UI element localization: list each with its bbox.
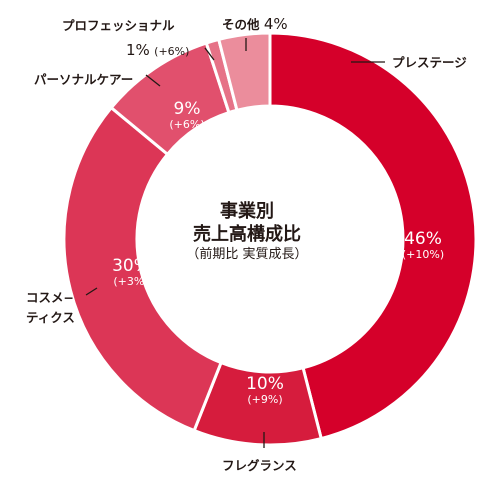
other-value: 4% xyxy=(263,15,288,33)
slice-value: 46% xyxy=(404,229,442,249)
label-cosmetics-line1: コスメ− xyxy=(26,290,74,305)
leader-professional xyxy=(204,47,215,61)
label-professional-name: プロフェッショナル xyxy=(62,18,175,33)
leader-cosmetics xyxy=(85,287,98,296)
slice-change: (+9%) xyxy=(247,393,283,406)
professional-value: 1% xyxy=(126,41,150,59)
slice-change: (+6%) xyxy=(169,118,205,131)
value-label-personal: 9% (+6%) xyxy=(152,100,222,131)
value-label-prestige: 46% (+10%) xyxy=(388,230,458,261)
leader-lines xyxy=(85,38,385,448)
label-fragrance: フレグランス xyxy=(222,458,297,473)
slice-prestige xyxy=(268,31,478,441)
label-professional-values: 1% (+6%) xyxy=(62,38,189,64)
slice-other xyxy=(216,31,272,113)
value-label-fragrance: 10% (+9%) xyxy=(230,375,300,406)
center-title-line1: 事業別 xyxy=(220,201,274,222)
label-personal: パーソナルケアー xyxy=(34,72,134,87)
label-cosmetics: コスメ− ティクス xyxy=(26,288,75,328)
center-title: 事業別 売上高構成比 （前期比 実質成長） xyxy=(172,200,322,264)
value-label-cosmetics: 30% (+3%) xyxy=(96,257,166,288)
slice-value: 9% xyxy=(173,99,201,119)
slice-value: 10% xyxy=(246,374,284,394)
label-cosmetics-line2: ティクス xyxy=(26,310,75,325)
donut-slices xyxy=(62,31,478,447)
slice-change: (+10%) xyxy=(401,248,445,261)
leader-personal xyxy=(145,74,161,87)
slice-value: 30% xyxy=(112,256,150,276)
label-other: その他 4% xyxy=(222,14,288,33)
slice-cosmetics xyxy=(62,105,223,433)
center-subtitle: （前期比 実質成長） xyxy=(186,247,308,262)
label-professional: プロフェッショナル 1% (+6%) xyxy=(62,14,189,64)
other-name: その他 xyxy=(222,17,260,32)
center-title-line2: 売上高構成比 xyxy=(193,224,301,245)
label-prestige: プレステージ xyxy=(392,55,467,70)
slice-change: (+3%) xyxy=(113,275,149,288)
professional-change: (+6%) xyxy=(154,45,190,58)
